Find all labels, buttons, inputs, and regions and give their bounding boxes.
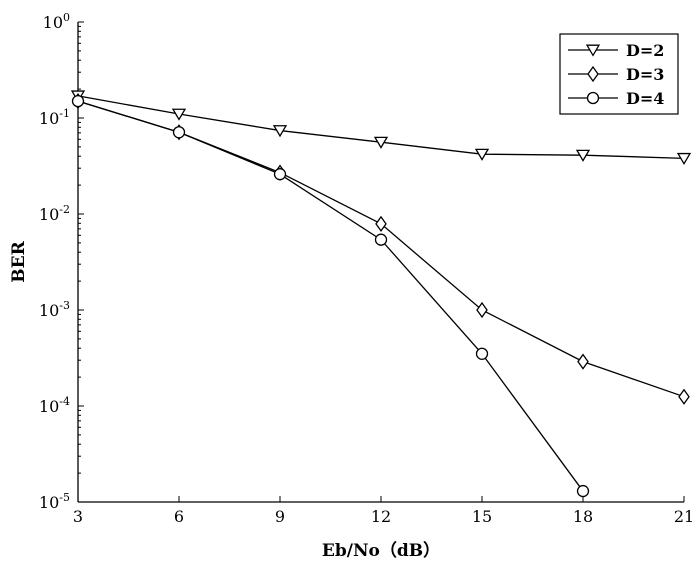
legend: D=2 D=3 D=4 — [559, 33, 679, 115]
legend-label: D=3 — [626, 65, 664, 84]
data-point — [474, 148, 490, 161]
legend-marker — [587, 65, 599, 83]
legend-item: D=4 — [568, 89, 664, 108]
x-tick-label: 3 — [73, 507, 83, 526]
y-tick-label: 10-2 — [39, 203, 70, 224]
data-point — [678, 388, 690, 405]
ticks: 3 6 9 12 15 18 21 100 10-1 10-2 10-3 10-4 10-5 — [39, 11, 694, 526]
data-point — [272, 125, 288, 138]
data-point — [273, 168, 287, 181]
data-point — [172, 126, 186, 139]
y-tick-label: 100 — [43, 11, 70, 32]
data-point — [575, 149, 591, 162]
legend-label: D=2 — [626, 41, 664, 60]
legend-item: D=2 — [568, 41, 664, 60]
y-tick-label: 10-5 — [39, 491, 70, 512]
x-tick-label: 9 — [275, 507, 285, 526]
data-point — [171, 108, 187, 121]
x-tick-label: 12 — [371, 507, 391, 526]
data-point — [374, 233, 388, 246]
x-tick-label: 21 — [674, 507, 694, 526]
series-line — [77, 100, 584, 492]
x-tick-label: 15 — [472, 507, 492, 526]
y-tick-label: 10-4 — [39, 395, 70, 416]
data-point — [577, 353, 589, 370]
series-D=4 — [71, 94, 590, 498]
y-axis-label: BER — [9, 240, 29, 282]
data-point — [373, 136, 389, 149]
data-point — [375, 215, 387, 232]
series-D=2 — [70, 90, 692, 166]
legend-item: D=3 — [568, 65, 664, 84]
data-point — [576, 484, 590, 498]
data-point — [476, 301, 488, 319]
legend-marker — [585, 44, 601, 57]
legend-marker — [586, 91, 600, 105]
x-tick-label: 6 — [174, 507, 184, 526]
x-axis-label: Eb/No（dB） — [322, 540, 440, 561]
data-point — [475, 347, 489, 360]
data-point — [676, 152, 692, 166]
y-tick-label: 10-1 — [39, 107, 70, 128]
legend-label: D=4 — [626, 89, 664, 108]
y-tick-label: 10-3 — [39, 299, 70, 320]
data-point — [71, 94, 85, 108]
series-layer — [70, 90, 692, 498]
x-tick-label: 18 — [573, 507, 593, 526]
